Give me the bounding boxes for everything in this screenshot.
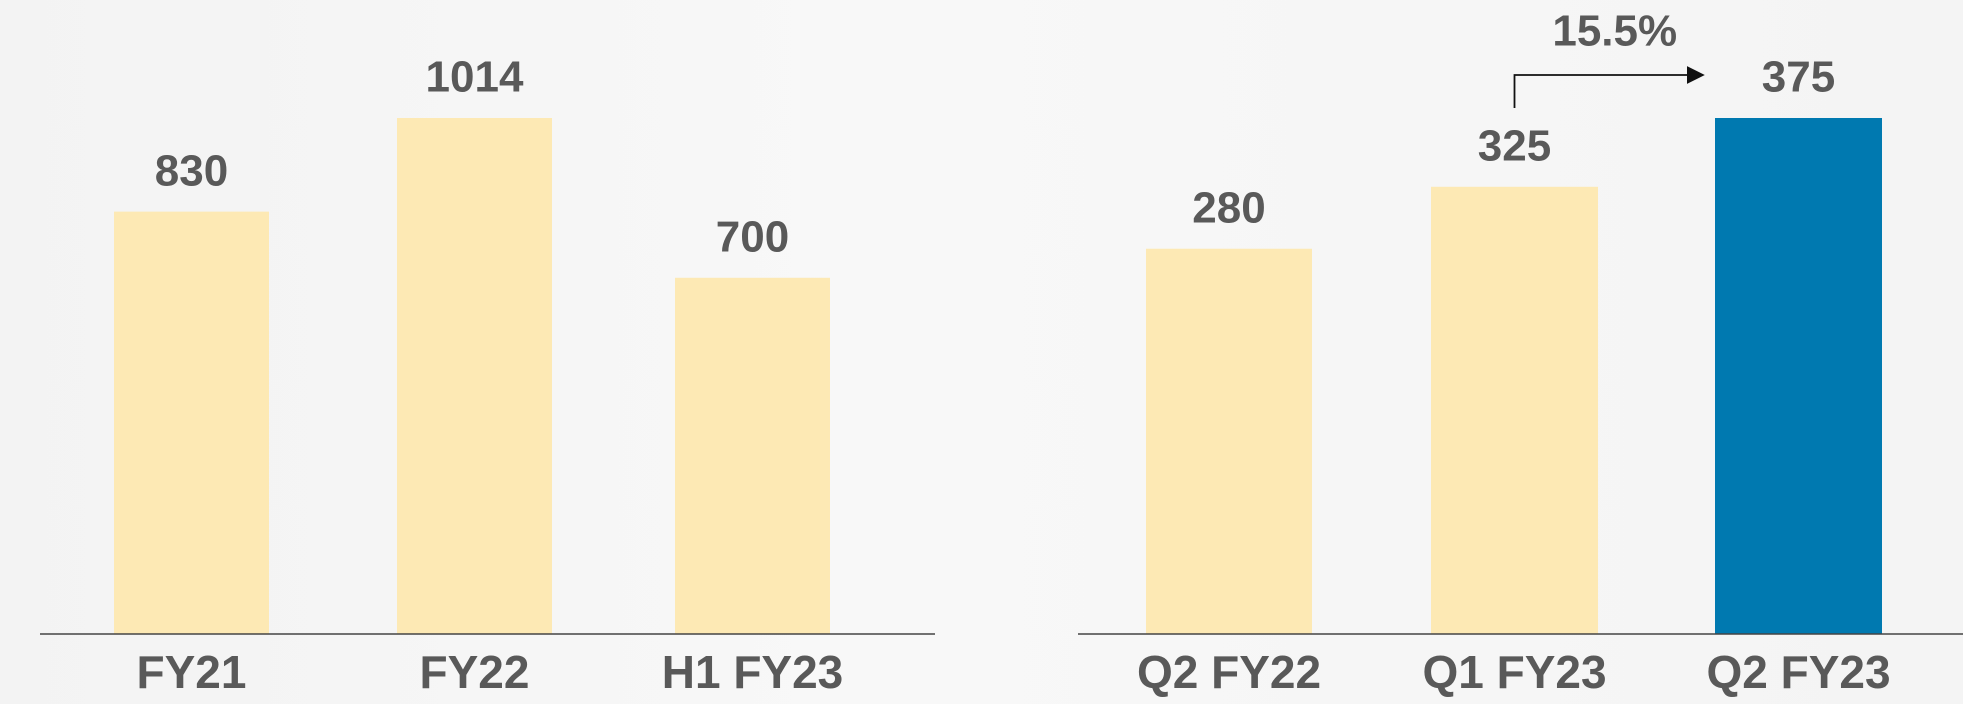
value-label: 280	[1192, 183, 1265, 232]
bar	[1715, 118, 1882, 634]
category-label: Q2 FY22	[1137, 646, 1321, 698]
category-label: H1 FY23	[662, 646, 844, 698]
value-label: 1014	[426, 53, 524, 102]
category-label: FY22	[420, 646, 530, 698]
value-label: 375	[1762, 53, 1835, 102]
bar	[397, 118, 552, 634]
bar	[1431, 186, 1598, 635]
bar	[114, 211, 269, 635]
growth-label: 15.5%	[1552, 7, 1677, 56]
category-label: Q1 FY23	[1422, 646, 1606, 698]
value-label: 830	[155, 146, 228, 195]
growth-arrow	[1513, 66, 1705, 108]
value-label: 325	[1478, 121, 1551, 170]
value-label: 700	[716, 212, 789, 261]
bar	[1146, 248, 1312, 634]
category-label: FY21	[137, 646, 247, 698]
bar	[675, 277, 830, 634]
category-label: Q2 FY23	[1706, 646, 1890, 698]
